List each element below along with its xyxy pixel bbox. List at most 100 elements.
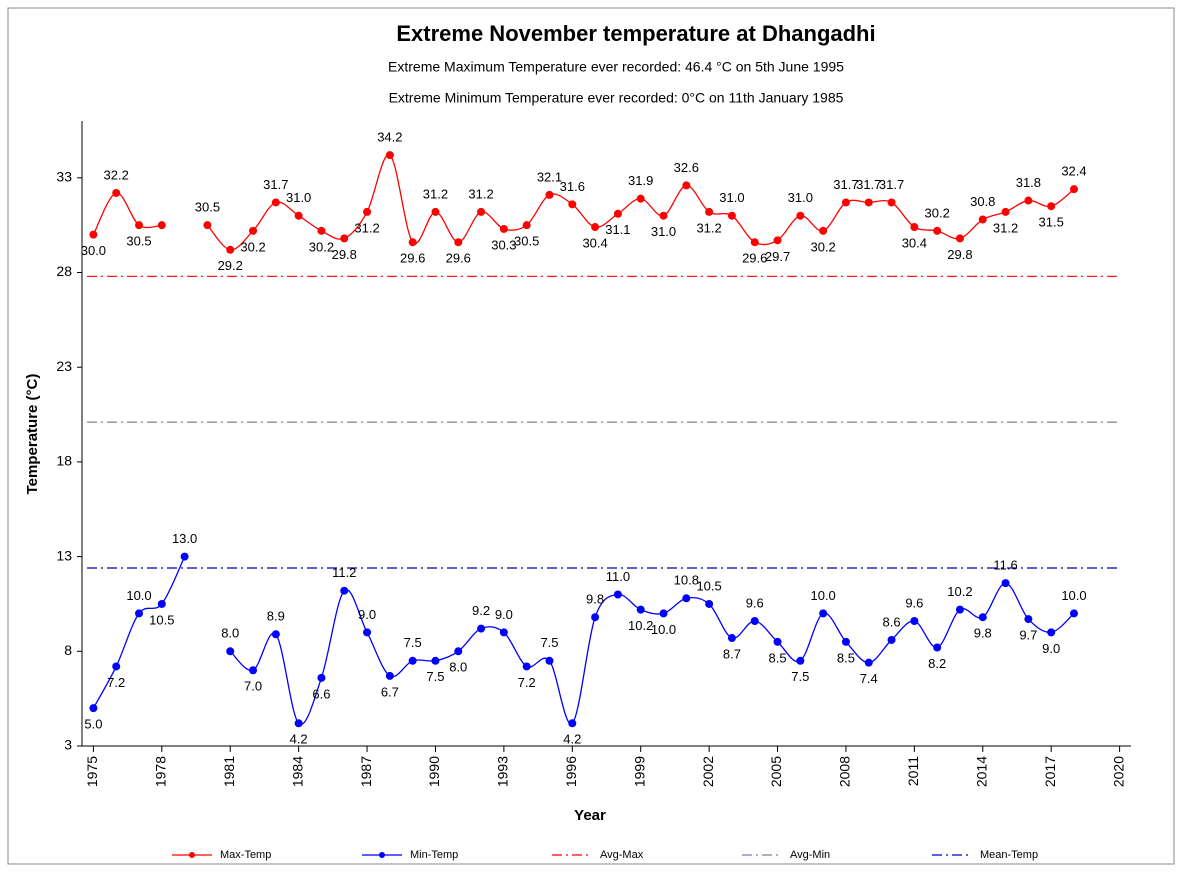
x-tick-label: 1984 — [289, 756, 305, 787]
data-label: 32.1 — [537, 169, 562, 184]
legend-label: Max-Temp — [220, 849, 271, 861]
data-point — [1024, 615, 1033, 624]
x-tick-label: 2020 — [1110, 756, 1126, 787]
y-tick-label: 28 — [56, 263, 72, 279]
data-point — [682, 594, 691, 603]
data-label: 29.8 — [332, 247, 357, 262]
data-label: 30.3 — [491, 237, 516, 252]
data-label: 9.8 — [586, 592, 604, 607]
data-point — [89, 230, 98, 239]
x-tick-label: 1999 — [631, 756, 647, 787]
data-point — [591, 223, 600, 232]
data-label: 7.5 — [404, 635, 422, 650]
data-point — [249, 666, 258, 675]
data-point — [910, 223, 919, 232]
data-point — [317, 673, 326, 682]
data-point — [294, 719, 303, 728]
data-point — [978, 215, 987, 224]
data-label: 8.6 — [883, 614, 901, 629]
data-point — [841, 637, 850, 646]
data-label: 31.7 — [263, 177, 288, 192]
data-label: 8.0 — [449, 660, 467, 675]
data-label: 11.0 — [606, 569, 630, 584]
legend-label: Avg-Min — [790, 849, 830, 861]
data-label: 30.2 — [309, 239, 334, 254]
data-label: 30.2 — [810, 239, 835, 254]
data-label: 6.6 — [312, 686, 330, 701]
data-point — [613, 590, 622, 599]
data-label: 30.4 — [582, 235, 607, 250]
data-label: 6.7 — [381, 684, 399, 699]
data-label: 32.4 — [1061, 164, 1086, 179]
data-point — [340, 234, 349, 243]
data-label: 29.7 — [765, 249, 790, 264]
data-point — [1001, 579, 1010, 588]
data-label: 10.0 — [1061, 588, 1086, 603]
data-label: 30.5 — [195, 200, 220, 215]
y-tick-label: 18 — [56, 453, 72, 469]
data-point — [1047, 202, 1056, 211]
data-point — [135, 221, 144, 230]
data-point — [203, 221, 212, 230]
data-point — [545, 190, 554, 199]
data-label: 31.0 — [286, 190, 311, 205]
data-label: 29.2 — [218, 258, 243, 273]
data-point — [613, 209, 622, 218]
data-point — [727, 634, 736, 643]
data-label: 31.7 — [856, 177, 881, 192]
data-label: 7.4 — [860, 671, 878, 686]
data-label: 10.0 — [126, 588, 151, 603]
x-tick-label: 2005 — [768, 756, 784, 787]
data-point — [955, 605, 964, 614]
data-label: 31.2 — [468, 186, 493, 201]
data-point — [978, 613, 987, 622]
data-label: 7.5 — [540, 635, 558, 650]
data-label: 9.0 — [495, 607, 513, 622]
data-point — [249, 226, 258, 235]
data-label: 30.5 — [514, 234, 539, 249]
data-label: 7.2 — [107, 675, 125, 690]
data-label: 13.0 — [172, 531, 197, 546]
chart-frame — [7, 7, 1175, 865]
data-label: 9.6 — [746, 595, 764, 610]
data-point — [317, 226, 326, 235]
data-point — [864, 198, 873, 207]
data-point — [910, 617, 919, 625]
data-point — [271, 630, 280, 639]
data-point — [135, 609, 144, 618]
data-label: 31.0 — [788, 190, 813, 205]
data-point — [499, 628, 508, 637]
data-point — [157, 221, 166, 230]
data-point — [636, 194, 645, 203]
data-point — [408, 238, 417, 247]
data-label: 31.8 — [1016, 175, 1041, 190]
data-point — [385, 671, 394, 680]
data-point — [363, 207, 372, 216]
data-point — [841, 198, 850, 207]
data-label: 5.0 — [84, 717, 102, 732]
data-label: 10.0 — [810, 588, 835, 603]
data-label: 34.2 — [377, 130, 402, 145]
data-point — [796, 211, 805, 220]
data-label: 7.2 — [518, 675, 536, 690]
data-label: 31.9 — [628, 173, 653, 188]
data-label: 10.2 — [947, 584, 972, 599]
data-label: 30.0 — [81, 243, 106, 258]
data-point — [1001, 207, 1010, 216]
data-label: 32.6 — [674, 160, 699, 175]
data-point — [157, 599, 166, 608]
data-point — [89, 704, 98, 713]
data-label: 31.0 — [719, 190, 744, 205]
data-point — [887, 635, 896, 644]
data-point — [819, 609, 828, 618]
data-label: 8.5 — [768, 650, 786, 665]
data-point — [499, 224, 508, 233]
data-point — [796, 656, 805, 665]
data-label: 8.0 — [221, 626, 239, 641]
data-point — [659, 609, 668, 618]
data-label: 10.2 — [628, 618, 653, 633]
data-point — [112, 662, 121, 671]
data-label: 31.1 — [605, 222, 630, 237]
data-label: 31.7 — [833, 177, 858, 192]
data-point — [887, 198, 896, 207]
